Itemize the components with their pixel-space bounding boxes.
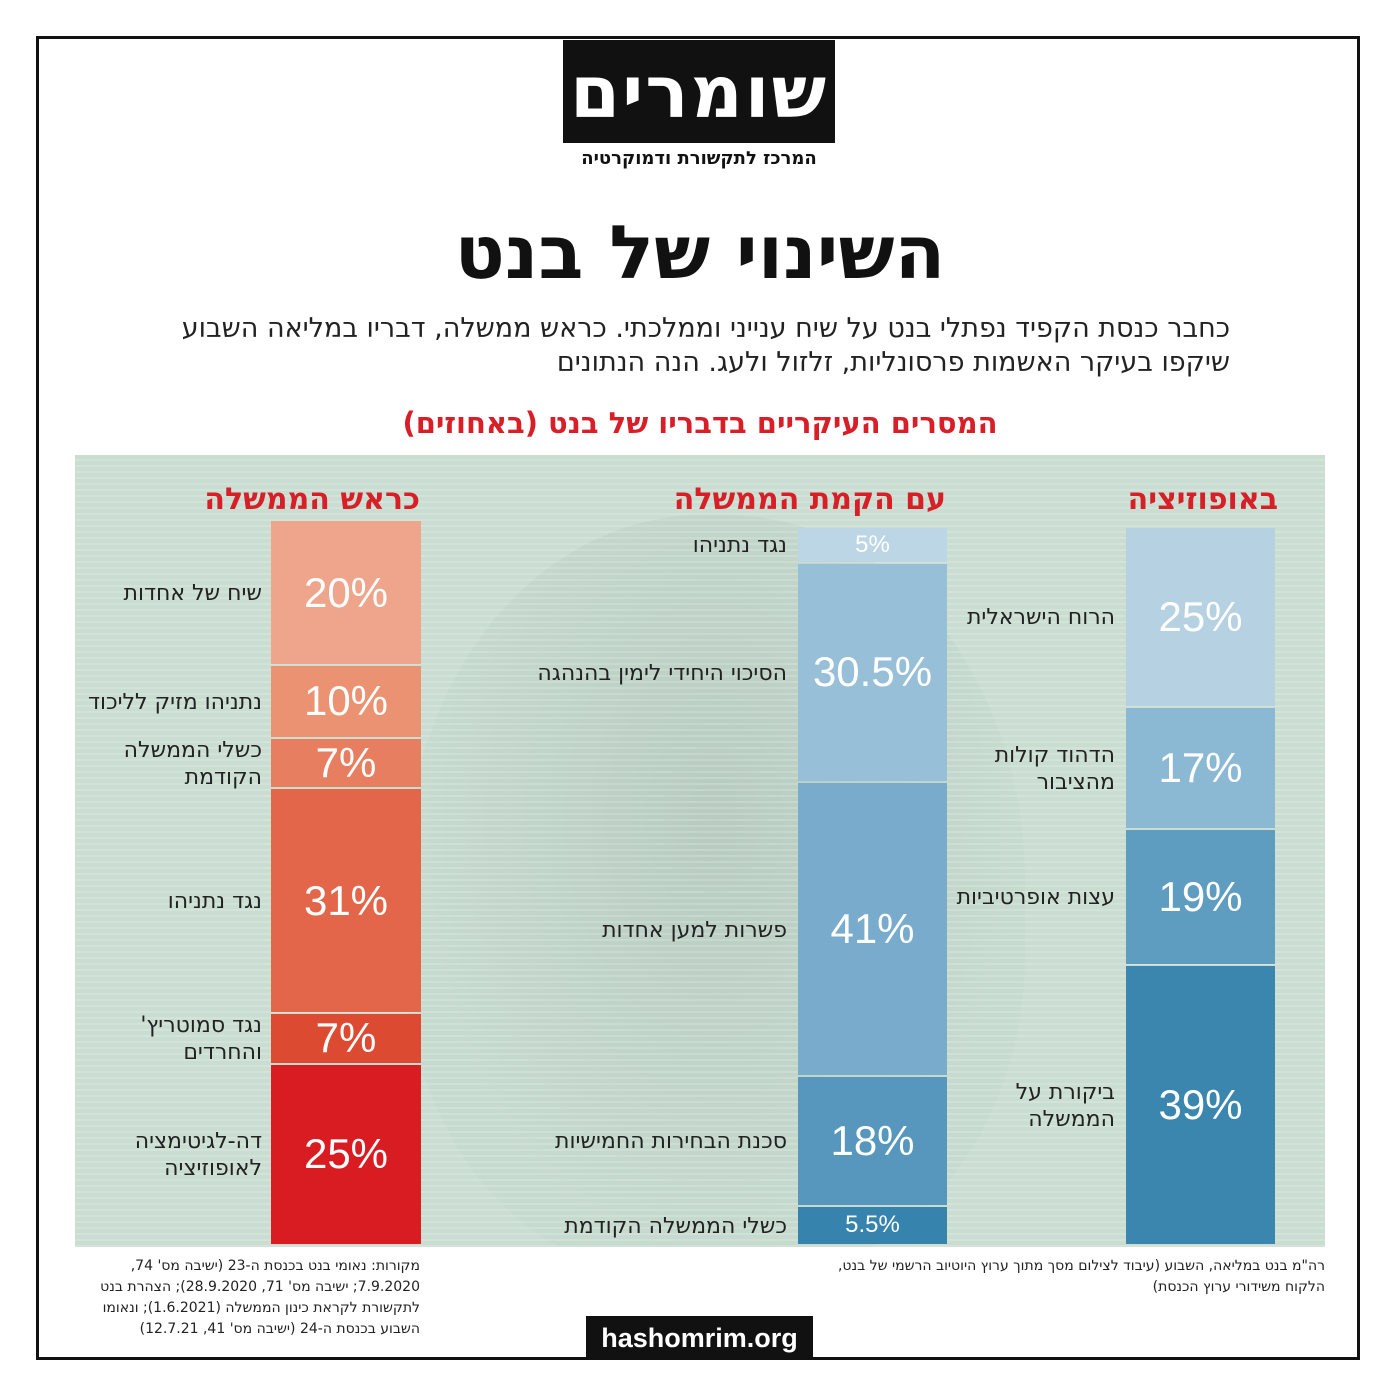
data-label: 25% [1158, 592, 1243, 640]
bar-segment-2-5: 25% [271, 1064, 421, 1244]
segment-label-0-0: הרוח הישראלית [966, 605, 1115, 631]
site-url[interactable]: hashomrim.org [586, 1316, 813, 1360]
bar-segment-0-0: 25% [1126, 528, 1275, 706]
bar-segment-0-3: 39% [1126, 965, 1275, 1244]
data-label: 18% [830, 1116, 915, 1164]
data-label: 41% [830, 905, 915, 953]
data-label: 31% [303, 876, 389, 924]
segment-label-2-1: נתניהו מזיק לליכוד [87, 689, 262, 715]
data-label: 7% [315, 738, 377, 786]
bar-segment-1-2: 41% [798, 782, 947, 1076]
data-label: 7% [315, 1014, 377, 1062]
bar-segment-1-4: 5.5% [798, 1206, 947, 1244]
data-label: 10% [303, 677, 389, 725]
data-label: 17% [1158, 743, 1243, 791]
column-title-1: עם הקמת הממשלה [673, 482, 946, 517]
brand-logo: שומרים [563, 40, 835, 143]
bar-segment-2-1: 10% [271, 666, 421, 737]
segment-label-0-1: הדהוד קולות מהציבור [994, 742, 1115, 795]
bar-segment-2-2: 7% [271, 738, 421, 788]
column-title-0: באופוזיציה [1127, 482, 1278, 517]
data-label: 5.5% [845, 1211, 900, 1239]
bar-segment-0-2: 19% [1126, 829, 1275, 964]
segment-label-1-4: כשלי הממשלה הקודמת [564, 1213, 787, 1239]
data-label: 25% [303, 1130, 389, 1178]
image-credit: רה"מ בנט במליאה, השבוע (עיבוד לצילום מסך… [837, 1258, 1325, 1295]
brand-tagline: המרכז לתקשורת ודמוקרטיה [581, 148, 817, 169]
segment-label-2-5: דה-לגיטימציה לאופוזיציה [134, 1129, 262, 1182]
sources-note: מקורות: נאומי בנט בכנסת ה-23 (ישיבה מס' … [100, 1258, 420, 1337]
intro-text: כחבר כנסת הקפיד נפתלי בנט על שיח ענייני … [181, 313, 1230, 378]
segment-label-1-3: סכנת הבחירות החמישיות [555, 1129, 787, 1155]
data-label: 30.5% [812, 648, 933, 696]
bar-segment-0-1: 17% [1126, 707, 1275, 828]
data-label: 5% [855, 530, 890, 558]
segment-label-2-4: נגד סמוטריץ' והחרדים [140, 1013, 262, 1066]
data-label: 19% [1158, 872, 1243, 920]
segment-label-1-2: פשרות למען אחדות [602, 917, 787, 943]
segment-label-0-3: ביקורת על הממשלה [1015, 1079, 1115, 1132]
column-title-2: כראש הממשלה [204, 482, 420, 517]
data-label: 39% [1158, 1080, 1243, 1128]
segment-label-2-0: שיח של אחדות [123, 581, 263, 606]
segment-label-2-3: נגד נתניהו [167, 889, 262, 915]
bar-segment-2-4: 7% [271, 1014, 421, 1063]
bar-segment-2-3: 31% [271, 789, 421, 1012]
bar-segment-2-0: 20% [271, 521, 421, 664]
bar-segment-1-3: 18% [798, 1077, 947, 1205]
bar-segment-1-1: 30.5% [798, 563, 947, 781]
segment-label-1-0: נגד נתניהו [692, 533, 787, 559]
data-label: 20% [303, 568, 389, 616]
page-title: השינוי של בנט [454, 210, 946, 296]
bar-segment-1-0: 5% [798, 528, 947, 562]
segment-label-1-1: הסיכוי היחידי לימין בהנהגה [537, 660, 787, 686]
segment-label-2-2: כשלי הממשלה הקודמת [123, 737, 262, 790]
segment-label-0-2: עצות אופרטיביות [956, 885, 1115, 911]
chart-title: המסרים העיקריים בדבריו של בנט (באחוזים) [402, 406, 998, 440]
